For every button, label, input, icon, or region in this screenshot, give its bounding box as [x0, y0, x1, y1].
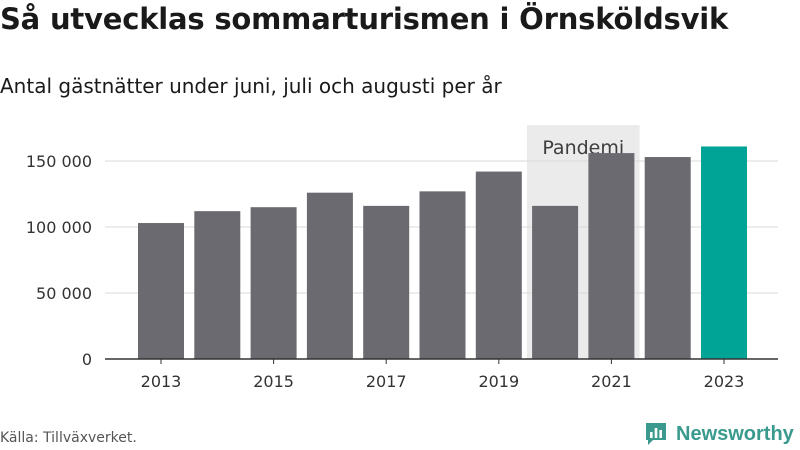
- y-tick-label: 100 000: [26, 218, 92, 237]
- y-tick-label: 0: [82, 350, 92, 369]
- y-tick-label: 50 000: [36, 284, 92, 303]
- newsworthy-logo: Newsworthy: [644, 420, 794, 448]
- x-tick-label: 2021: [591, 372, 632, 391]
- bar-2023: [701, 146, 747, 359]
- x-tick-label: 2023: [704, 372, 745, 391]
- bar-2016: [306, 192, 353, 359]
- newsworthy-chart-logo-icon: [646, 423, 666, 445]
- bar-2020: [532, 205, 579, 359]
- chart-subtitle: Antal gästnätter under juni, juli och au…: [0, 74, 502, 98]
- x-tick-label: 2013: [141, 372, 182, 391]
- bar-2018: [419, 191, 466, 359]
- bar-2014: [194, 211, 241, 359]
- y-tick-label: 150 000: [26, 152, 92, 171]
- bar-2021: [588, 153, 635, 359]
- bar-2022: [644, 157, 691, 359]
- chart-title: Så utvecklas sommarturismen i Örnsköldsv…: [0, 2, 729, 36]
- bar-2015: [250, 207, 297, 359]
- source-note: Källa: Tillväxverket.: [0, 430, 137, 446]
- x-tick-label: 2019: [478, 372, 519, 391]
- bar-2017: [363, 205, 410, 359]
- bar-2013: [138, 223, 184, 359]
- x-tick-label: 2015: [253, 372, 294, 391]
- bar-2019: [475, 171, 522, 359]
- x-tick-label: 2017: [366, 372, 407, 391]
- brand-name: Newsworthy: [676, 422, 794, 445]
